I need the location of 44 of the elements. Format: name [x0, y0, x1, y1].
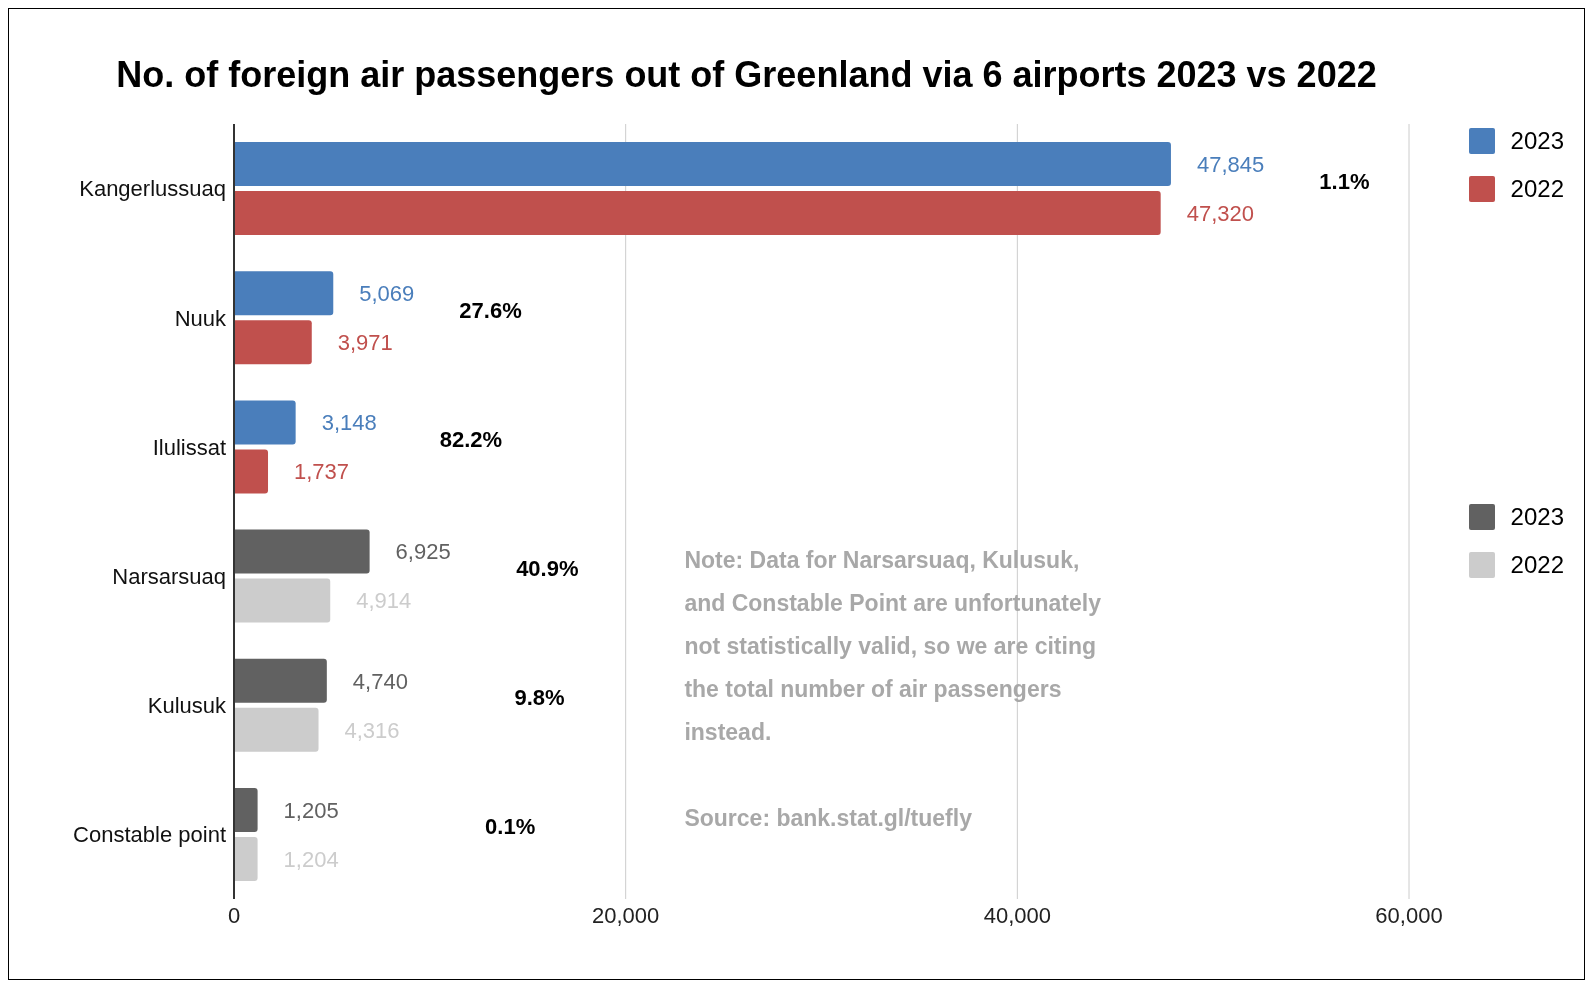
annotation: Source: bank.stat.gl/tuefly — [684, 804, 973, 833]
bar — [234, 707, 319, 752]
annotation: 1.1% — [1319, 168, 1370, 194]
legend-label: 2022 — [1510, 551, 1564, 579]
annotation: Note: Data for Narsarsuaq, Kulusuk, and Constable Point are unfortunately not statistically valid, so we are citing the total number of air passengers instead. — [684, 546, 1102, 747]
bar — [234, 142, 1171, 187]
bar — [234, 191, 1161, 236]
bar — [234, 836, 258, 881]
bar — [234, 658, 327, 703]
y-tick-label: Nuuk — [174, 305, 227, 331]
bar — [234, 449, 269, 494]
data-label: 1,205 — [283, 797, 339, 823]
x-tick-label: 60,000 — [1375, 902, 1443, 928]
x-tick-label: 20,000 — [592, 902, 660, 928]
y-tick-label: Ilulissat — [152, 434, 226, 460]
y-tick-label: Narsarsuaq — [112, 563, 226, 589]
annotation: 82.2% — [439, 426, 503, 452]
x-tick-label: 40,000 — [983, 902, 1051, 928]
x-tick-label: 0 — [227, 902, 241, 928]
legend-label: 2023 — [1510, 127, 1564, 155]
data-label: 47,845 — [1196, 151, 1265, 177]
y-tick-label: Kangerlussuaq — [79, 176, 226, 202]
data-label: 3,148 — [321, 410, 377, 436]
legend-label: 2023 — [1510, 503, 1564, 531]
chart-title: No. of foreign air passengers out of Greenland via 6 airports 2023 vs 2022 — [115, 54, 1378, 96]
bar — [234, 271, 334, 316]
data-label: 47,320 — [1186, 200, 1254, 226]
bar — [234, 320, 312, 365]
data-label: 3,971 — [337, 330, 393, 356]
bar — [234, 787, 258, 832]
y-tick-label: Constable point — [73, 822, 226, 848]
annotation: 9.8% — [514, 685, 565, 711]
data-label: 4,740 — [352, 668, 408, 694]
legend-label: 2022 — [1510, 175, 1564, 203]
annotation: 0.1% — [485, 814, 536, 840]
bar — [234, 529, 370, 574]
annotation: 27.6% — [459, 297, 522, 323]
annotation: 40.9% — [516, 556, 579, 582]
bar — [234, 400, 296, 445]
data-label: 1,737 — [294, 459, 350, 485]
data-label: 5,069 — [359, 281, 415, 307]
bar — [234, 578, 331, 623]
y-tick-label: Kulusuk — [147, 693, 227, 719]
data-label: 6,925 — [395, 539, 451, 565]
